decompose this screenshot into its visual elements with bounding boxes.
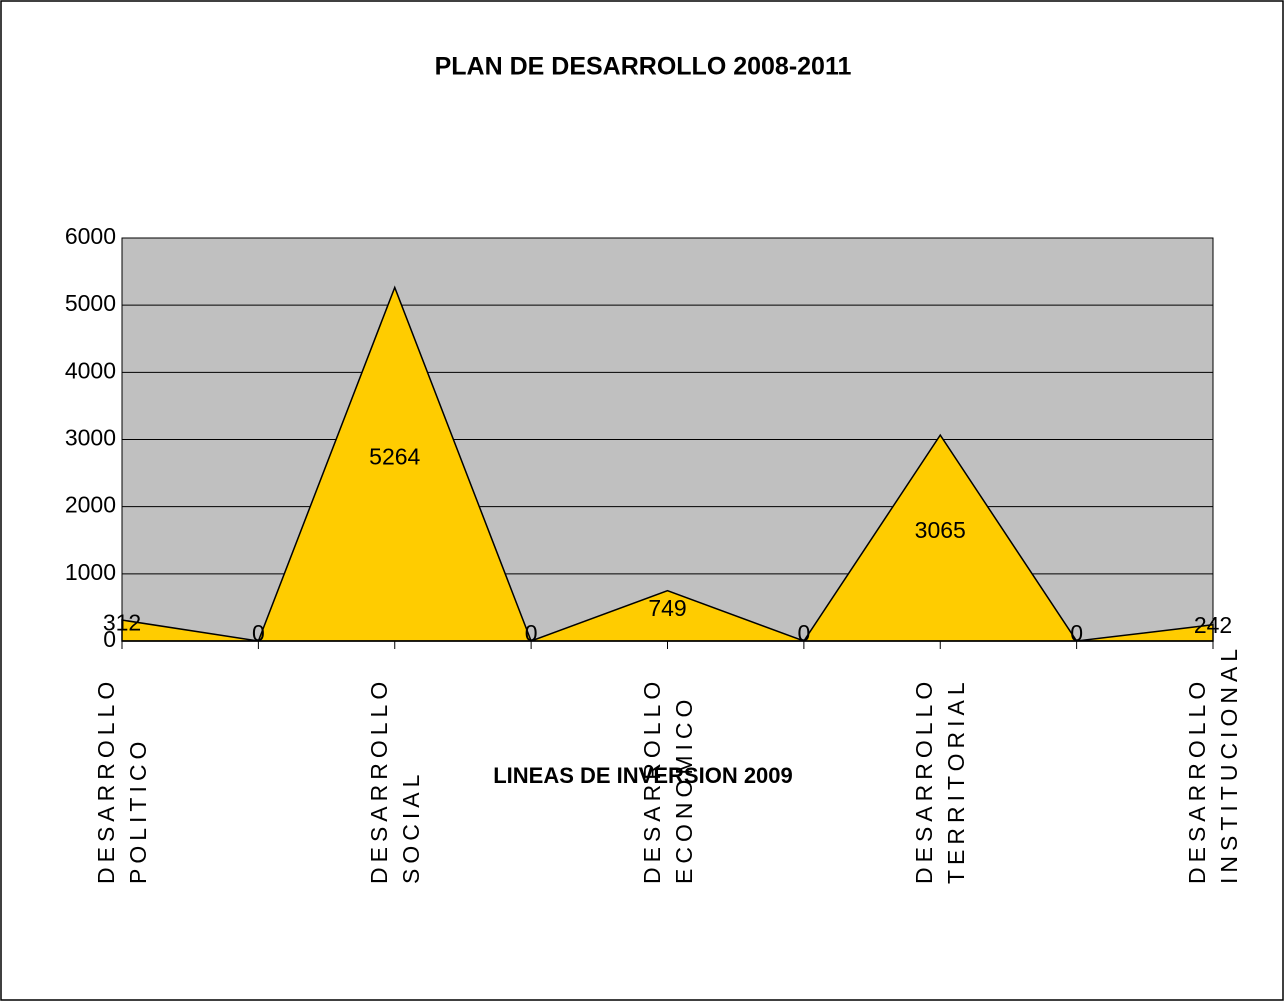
x-tick-label: DESARROLLO TERRITORIAL	[911, 676, 970, 884]
data-label: 749	[648, 595, 686, 621]
y-tick-label: 4000	[65, 357, 116, 383]
chart-title: PLAN DE DESARROLLO 2008-2011	[435, 53, 852, 81]
y-tick-label: 3000	[65, 425, 116, 451]
data-label: 0	[797, 620, 810, 646]
data-label: 3065	[915, 517, 966, 543]
data-label: 0	[525, 620, 538, 646]
x-tick-label: DESARROLLO ECONOMICO	[638, 676, 697, 884]
x-tick-label: DESARROLLO INSTITUCIONAL	[1184, 643, 1242, 884]
y-tick-label: 2000	[65, 492, 116, 518]
data-label: 242	[1194, 612, 1232, 638]
y-tick-label: 5000	[65, 290, 116, 316]
x-tick-label: DESARROLLO POLITICO	[93, 676, 151, 884]
y-tick-label: 6000	[65, 223, 116, 249]
area	[121, 285, 1214, 642]
y-tick-label: 1000	[65, 559, 116, 585]
data-label: 0	[252, 620, 265, 646]
data-label: 5264	[369, 443, 420, 469]
y-tick-label: 0	[103, 626, 116, 652]
x-tick-label: DESARROLLO SOCIAL	[365, 676, 424, 884]
x-axis-title: LINEAS DE INVERSION 2009	[493, 763, 793, 788]
data-label: 312	[103, 610, 141, 636]
data-label: 0	[1070, 620, 1083, 646]
